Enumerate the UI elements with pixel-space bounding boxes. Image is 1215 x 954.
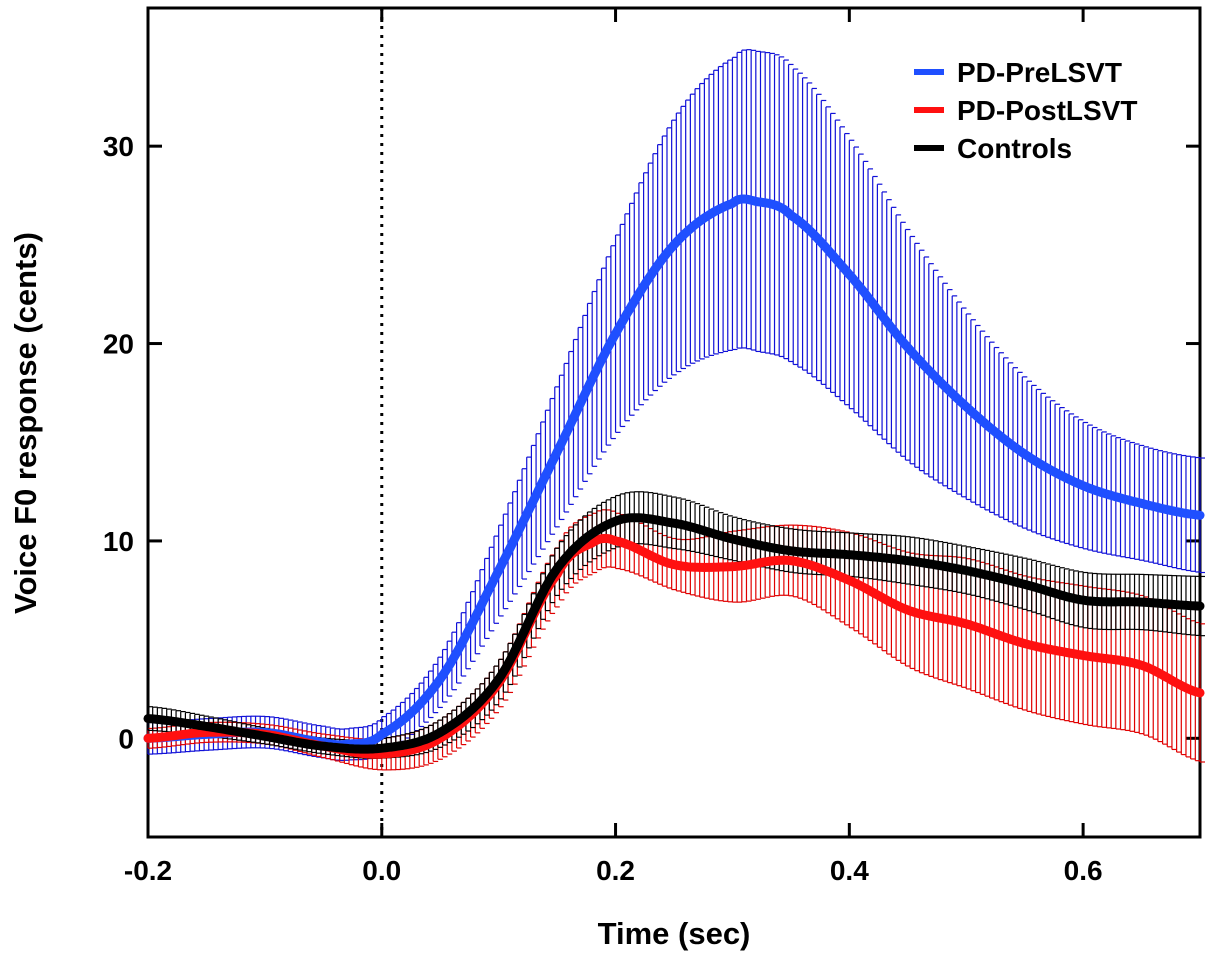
series-line-pd-prelsvt bbox=[143, 194, 1205, 750]
x-axis-title: Time (sec) bbox=[598, 916, 751, 951]
y-tick-label: 10 bbox=[103, 526, 134, 557]
x-tick-label: 0.4 bbox=[830, 855, 869, 886]
series-line-pd-postlsvt bbox=[143, 533, 1205, 759]
x-tick-label: 0.0 bbox=[362, 855, 401, 886]
y-tick-label: 30 bbox=[103, 131, 134, 162]
error-bars-controls bbox=[147, 491, 1205, 759]
tick-labels: -0.2 0.0 0.2 0.4 0.6 0 10 20 30 bbox=[103, 131, 1103, 886]
x-tick-label: 0.6 bbox=[1064, 855, 1103, 886]
legend-label: PD-PreLSVT bbox=[957, 57, 1122, 88]
x-tick-label: -0.2 bbox=[124, 855, 172, 886]
x-tick-label: 0.2 bbox=[596, 855, 635, 886]
series-lines bbox=[143, 194, 1205, 759]
plot-frame bbox=[146, 6, 1202, 839]
legend-item: Controls bbox=[914, 133, 1072, 164]
legend-item: PD-PreLSVT bbox=[914, 57, 1122, 88]
y-axis-title: Voice F0 response (cents) bbox=[8, 232, 43, 614]
legend: PD-PreLSVT PD-PostLSVT Controls bbox=[914, 57, 1137, 164]
legend-item: PD-PostLSVT bbox=[914, 95, 1137, 126]
y-tick-label: 20 bbox=[103, 329, 134, 360]
legend-label: Controls bbox=[957, 133, 1072, 164]
legend-label: PD-PostLSVT bbox=[957, 95, 1137, 126]
series-line-controls bbox=[143, 513, 1205, 754]
y-tick-label: 0 bbox=[118, 723, 134, 754]
